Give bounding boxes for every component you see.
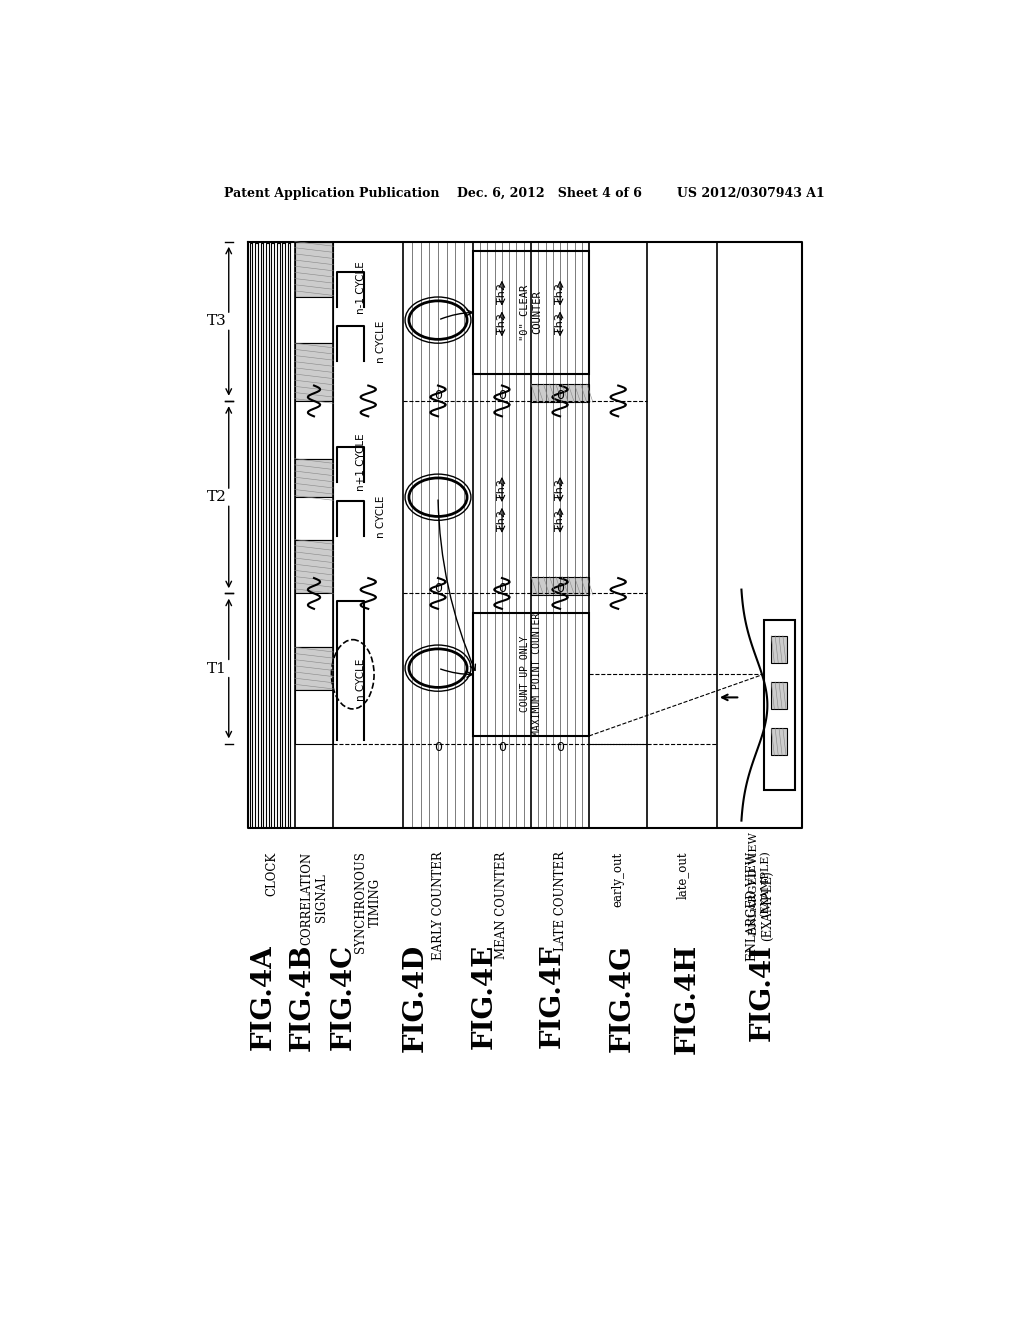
Text: early_out: early_out [611,851,625,907]
Bar [295,242,334,297]
Text: n CYCLE: n CYCLE [355,659,366,701]
Text: n-1 CYCLE: n-1 CYCLE [355,261,366,314]
Text: ENLARGED VIEW
(EXAMPLE): ENLARGED VIEW (EXAMPLE) [749,832,771,935]
Text: FIG.4E: FIG.4E [471,944,498,1049]
Bar [473,612,589,737]
Text: 0: 0 [434,582,442,594]
Text: Th2: Th2 [555,313,565,334]
Text: FIG.4B: FIG.4B [289,944,315,1051]
Bar [295,401,334,459]
Text: FIG.4H: FIG.4H [674,944,701,1055]
Text: T2: T2 [207,490,227,504]
Text: ENLARGED VIEW
(EXAMPLE): ENLARGED VIEW (EXAMPLE) [745,851,773,961]
Text: Th2: Th2 [497,313,507,334]
Text: Patent Application Publication    Dec. 6, 2012   Sheet 4 of 6        US 2012/030: Patent Application Publication Dec. 6, 2… [224,186,825,199]
Text: Th2: Th2 [555,282,565,304]
Text: 0: 0 [498,741,506,754]
Text: FIG.4F: FIG.4F [540,944,566,1048]
Text: Th2: Th2 [497,282,507,304]
Bar [771,636,786,663]
Bar [295,647,334,689]
Text: 0: 0 [434,741,442,754]
Bar [295,498,334,540]
Text: MEAN COUNTER: MEAN COUNTER [496,851,509,958]
Text: 0: 0 [434,389,442,403]
Bar [473,251,589,374]
Bar [295,540,334,594]
Text: FIG.4A: FIG.4A [250,944,278,1049]
Bar [295,594,334,647]
Bar [771,729,786,755]
Text: CORRELATION
SIGNAL: CORRELATION SIGNAL [300,851,328,945]
Text: late_out: late_out [676,851,688,899]
Text: COUNT UP ONLY
MAXIMUM POINT COUNTER: COUNT UP ONLY MAXIMUM POINT COUNTER [520,612,542,737]
Text: FIG.4I: FIG.4I [749,944,775,1040]
Text: 0: 0 [498,389,506,403]
Text: "0" CLEAR
COUNTER: "0" CLEAR COUNTER [520,284,542,341]
Text: T3: T3 [207,314,227,329]
Text: T1: T1 [207,661,227,676]
Text: Th2: Th2 [497,510,507,531]
Bar [771,682,786,709]
Bar [531,577,589,595]
Text: LATE COUNTER: LATE COUNTER [554,851,566,952]
Text: Th2: Th2 [555,510,565,531]
Bar [531,384,589,403]
Bar [764,620,795,789]
Text: EARLY COUNTER: EARLY COUNTER [431,851,444,960]
Text: n CYCLE: n CYCLE [376,321,386,363]
Text: FIG.4D: FIG.4D [401,944,428,1052]
Text: n+1 CYCLE: n+1 CYCLE [355,434,366,491]
Bar [295,343,334,401]
Text: CLOCK: CLOCK [265,851,278,896]
Text: SYNCHRONOUS
TIMING: SYNCHRONOUS TIMING [354,851,382,953]
Text: FIG.4G: FIG.4G [609,944,636,1052]
Text: Th2: Th2 [497,479,507,500]
Bar [295,689,334,743]
Bar [295,297,334,343]
Text: Th2: Th2 [555,479,565,500]
Text: 0: 0 [556,389,564,403]
Bar [295,459,334,498]
Text: 0: 0 [556,741,564,754]
Text: FIG.4C: FIG.4C [330,944,357,1049]
Text: 0: 0 [498,582,506,594]
Text: n CYCLE: n CYCLE [376,495,386,537]
Text: 0: 0 [556,582,564,594]
